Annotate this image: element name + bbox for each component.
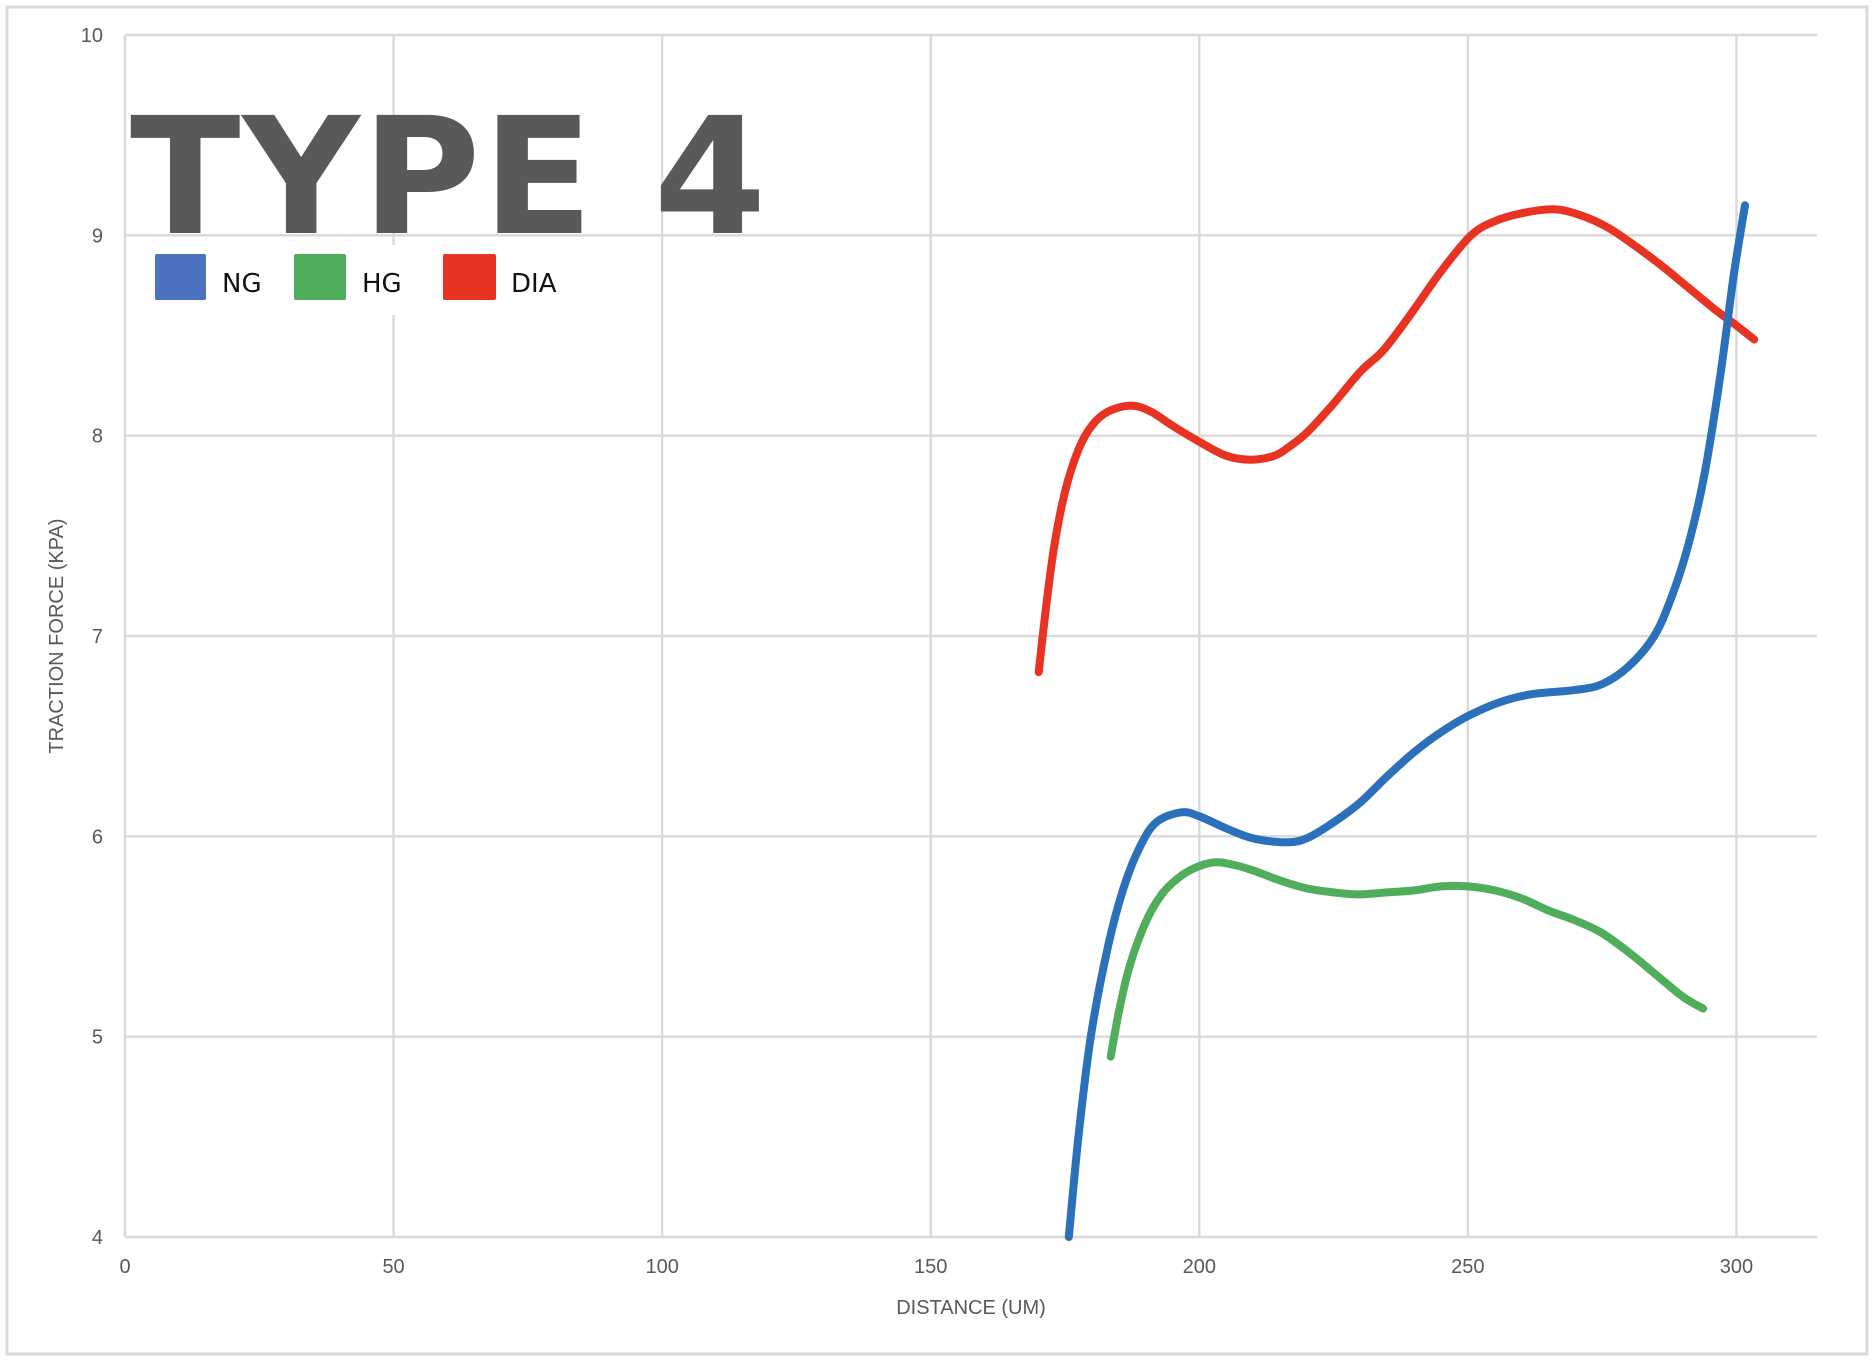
y-tick-label: 9 [92, 225, 103, 247]
legend: NG HG DIA [138, 245, 578, 315]
series-line-ng [1064, 201, 1749, 1241]
legend-item-ng[interactable]: NG [155, 254, 262, 300]
y-tick-label: 10 [81, 25, 103, 47]
y-tick-label: 4 [92, 1227, 103, 1249]
y-tick-label: 7 [92, 626, 103, 648]
hg-swatch-icon [294, 254, 346, 300]
chart-frame [5, 5, 1869, 1356]
x-tick-label: 200 [1183, 1256, 1216, 1278]
legend-background [138, 245, 578, 315]
x-tick-label: 250 [1451, 1256, 1484, 1278]
legend-label-hg: HG [362, 269, 402, 299]
x-tick-label: 50 [382, 1256, 404, 1278]
y-tick-label: 6 [92, 826, 103, 848]
y-tick-label: 8 [92, 426, 103, 448]
x-tick-label: 0 [119, 1256, 130, 1278]
legend-item-dia[interactable]: DIA [443, 254, 557, 300]
x-tick-label: 150 [914, 1256, 947, 1278]
x-axis-title: DISTANCE (UM) [896, 1297, 1046, 1319]
series-line-hg [1106, 858, 1708, 1061]
y-tick-label: 5 [92, 1027, 103, 1049]
horizontal-gridlines [125, 33, 1817, 1239]
legend-label-dia: DIA [511, 269, 557, 299]
chart-title: TYPE 4 [130, 84, 768, 272]
series-lines [1034, 201, 1759, 1241]
legend-label-ng: NG [222, 269, 262, 299]
y-axis-title: TRACTION FORCE (KPA) [46, 518, 68, 753]
legend-item-hg[interactable]: HG [294, 254, 402, 300]
x-tick-label: 100 [645, 1256, 678, 1278]
ng-swatch-icon [155, 254, 206, 300]
x-axis-tick-labels: 0 50 100 150 200 250 300 [119, 1256, 1753, 1278]
y-axis-tick-labels: 4 5 6 7 8 9 10 [81, 25, 103, 1249]
x-tick-label: 300 [1720, 1256, 1753, 1278]
series-line-dia [1034, 205, 1759, 677]
dia-swatch-icon [443, 254, 496, 300]
